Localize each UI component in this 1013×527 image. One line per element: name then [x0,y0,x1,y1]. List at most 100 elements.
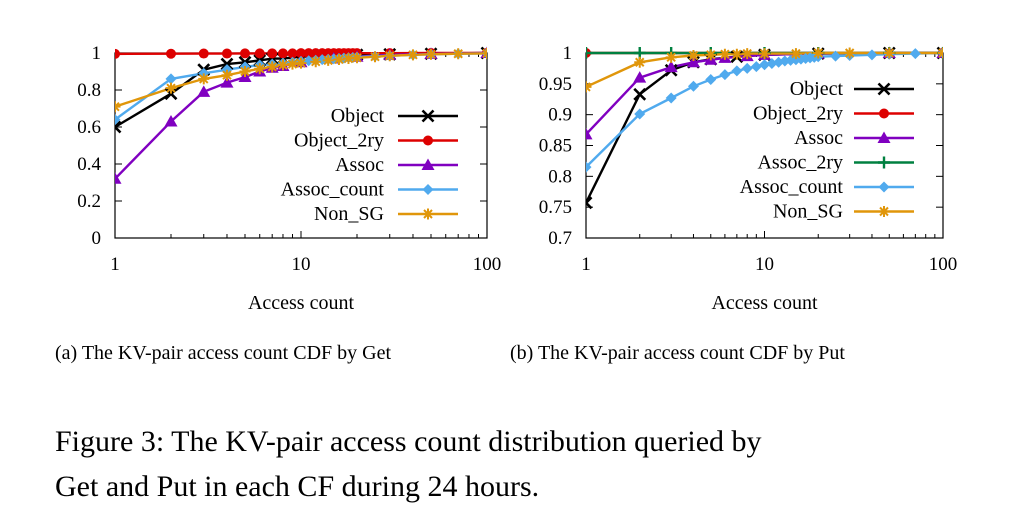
chart-a-series-object-point [164,87,178,101]
chart-a-series-assoc-point [220,76,234,88]
chart-b-series-non-sg-point [665,51,677,63]
chart-a-series-non-sg-point [351,52,363,64]
chart-b-series-non-sg-point [790,48,802,60]
chart-b-xtick-label: 100 [929,254,958,275]
chart-a-series-non-sg-point [342,53,354,65]
chart-b-xtick-label: 10 [755,254,774,275]
chart-a-series-non-sg-point [165,82,177,94]
chart-b-series-non-sg-point [586,81,592,93]
chart-b-series-assoc-count-point [830,50,842,62]
chart-b-ytick-label: 0.8 [548,166,572,187]
chart-b-series-assoc-count-point [866,49,878,61]
chart-b-series-non-sg-point [741,48,753,60]
chart-b-series-non-sg-point [844,47,856,59]
chart-b-series-assoc-count-point [750,61,762,73]
chart-b-series-non-sg-point [812,47,824,59]
chart-b-ytick-label: 0.9 [548,105,572,126]
chart-b-series-non-sg-point [937,47,943,59]
chart-a-series-non-sg-point [254,63,266,75]
chart-b-series-assoc-count-point [766,57,778,69]
chart-b-legend-non-sg-marker [878,206,890,217]
chart-a-xtick-label: 100 [473,254,502,275]
chart-a-legend-object-2ry-label: Object_2ry [294,130,384,152]
chart-b-series-assoc-point [664,60,678,73]
chart-a-series-object-2ry-point [240,48,251,59]
chart-b-series-assoc-point [586,127,593,140]
chart-b-legend-object-2ry-label: Object_2ry [753,103,843,125]
chart-a-series-assoc-point [115,172,122,184]
chart-b-series-assoc-count-point [586,161,592,173]
chart-b-series-assoc-count-point [759,59,770,71]
chart-a-xlabel: Access count [248,292,355,314]
chart-a-series-object-2ry-point [287,48,298,59]
chart-a-legend-assoc-label: Assoc [335,154,384,176]
chart-b-series-non-sg-point [687,49,699,61]
chart-a-series-object-2ry-point [303,48,314,59]
chart-a-series-non-sg-point [425,48,437,60]
chart-a-ytick-label: 0 [92,228,102,249]
chart-a-series-object-2ry-point [221,48,232,59]
chart-a-ytick-label: 0.8 [77,80,101,101]
chart-b-legend-non-sg-label: Non_SG [773,201,843,223]
chart-a-series-non-sg-point [481,47,487,59]
chart-a-series-object-2ry-point [198,48,209,59]
chart-a-series-non-sg-point [295,57,307,69]
chart-b-legend-assoc-marker [877,131,891,143]
chart-b-legend-object-label: Object [790,78,844,100]
subcaption-a: (a) The KV-pair access count CDF by Get [55,342,391,364]
chart-b-legend-assoc-count-marker [878,181,890,193]
chart-a-series-assoc-count-point [115,114,121,126]
chart-a-xtick-label: 1 [110,254,120,275]
chart-a-series-non-sg-point [115,101,121,113]
chart-b-series-assoc-point [633,71,647,83]
chart-b-series-assoc-count-point [719,69,731,81]
chart-b-xtick-label: 1 [581,254,591,275]
chart-b-series-non-sg-point [759,48,770,60]
chart-b-series-non-sg-point [705,49,717,61]
chart-b-legend-assoc-label: Assoc [794,127,843,149]
chart-a-series-non-sg-point [452,48,464,60]
chart-b-legend-assoc-count-label: Assoc_count [740,176,844,198]
chart-a-legend-assoc-count-label: Assoc_count [281,179,385,201]
chart-b-ytick-label: 0.95 [539,74,572,95]
chart-a-ytick-label: 1 [92,43,102,64]
chart-a-series-assoc-count-point [165,73,177,85]
chart-b-series-assoc-count-point [705,74,717,86]
chart-b-series-assoc-count-point [731,65,743,77]
chart-a-ytick-label: 0.4 [77,154,101,175]
chart-b-series-assoc-count-point [741,62,753,74]
chart-b-series-assoc-2ry-point [586,47,592,59]
chart-a-series-object-2ry-point [277,48,288,59]
chart-a-series-non-sg-point [384,50,396,62]
chart-a-ytick-label: 0.2 [77,191,101,212]
chart-b-series-group [586,46,943,210]
chart-b-series-assoc-count-point [665,92,677,104]
chart-b-series-object-point [586,196,593,210]
chart-b-series-assoc-point [686,55,700,68]
chart-a-series-assoc-point [164,114,178,127]
chart-b-series-assoc-count-point [634,108,646,120]
chart-b-legend-assoc-2ry-label: Assoc_2ry [757,152,843,174]
chart-a-series-non-sg-point [322,54,334,66]
chart-b-series-assoc-count-point [909,48,921,60]
chart-a-legend-object-2ry-marker [423,135,433,146]
chart-panel-b: 0.7 0.75 0.8 0.85 0.9 0.95 1 1 10 100 Access count… [539,43,958,314]
chart-b-ytick-label: 0.7 [548,228,572,249]
chart-a-series-object-2ry-point [165,48,176,59]
chart-a-legend-non-sg-label: Non_SG [314,203,384,225]
figure-caption-line-2: Get and Put in each CF during 24 hours. [55,470,539,503]
chart-b-legend-object-marker [877,82,891,96]
chart-b-series-assoc-count-point [687,80,699,92]
chart-a-series-non-sg-point [221,69,233,81]
chart-a-series-object-2ry-point [115,48,120,59]
chart-b-xlabel: Access count [711,292,818,314]
chart-a-series-non-sg-point [266,61,278,73]
chart-b-series-object-point [633,87,647,101]
chart-a-series-object-2ry-point [296,48,306,59]
chart-a-series-object-point [220,57,234,71]
chart-b-ytick-label: 0.75 [539,197,572,218]
